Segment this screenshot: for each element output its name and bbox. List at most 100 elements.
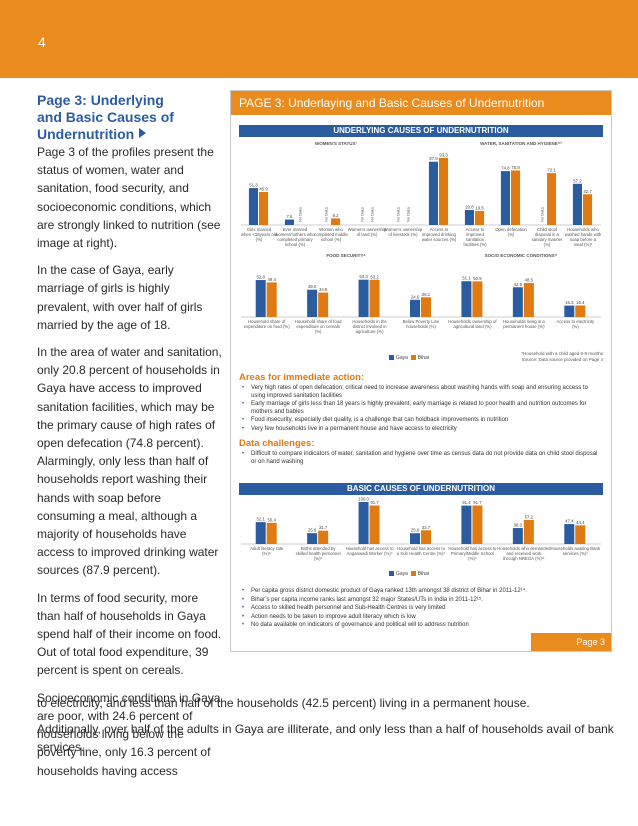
no-data-label: No Data — [323, 207, 328, 222]
underlying-causes-band: UNDERLYING CAUSES OF UNDERNUTRITION — [239, 125, 603, 137]
data-label: 48.5 — [525, 278, 534, 283]
category-label: Household share of food expenditure on ce… — [295, 319, 342, 334]
list-item: Food insecurity, especially diet quality… — [239, 417, 601, 425]
category-label: Births attended by skilled health personn… — [296, 546, 341, 561]
footnote-line: Source: Data source provided on Page 4 — [521, 356, 603, 362]
category-label: Child stool disposal in a sanitary manner(… — [532, 227, 563, 247]
data-label: 91.7 — [473, 500, 482, 505]
data-label: 49.4 — [268, 277, 277, 282]
basic-bullets: Per capita gross district domestic produ… — [239, 588, 601, 631]
data-label: 31.7 — [319, 525, 328, 530]
womens-status-label: WOMEN'S STATUS¹ — [315, 141, 357, 146]
no-data-label: No Data — [406, 207, 411, 222]
category-label: Access to electricity (%) — [556, 319, 595, 329]
category-label: Below Poverty Line households (%) — [403, 319, 440, 329]
data-label: 57.2 — [573, 178, 582, 183]
bar-gaya — [500, 171, 510, 225]
challenges-list: Difficult to compare indicators of water… — [239, 451, 601, 467]
data-label: 9.2 — [333, 213, 340, 218]
bar-gaya — [512, 528, 523, 544]
data-label: 42.7 — [583, 189, 592, 194]
legend-gaya: Gaya — [396, 355, 408, 361]
bar-bihar — [583, 194, 593, 225]
triangle-right-icon — [139, 128, 147, 138]
bar-gaya — [255, 280, 266, 317]
category-label: Households who washed hands with soap befo… — [565, 227, 602, 247]
data-label: 25.6 — [411, 528, 420, 533]
category-label: Household has access to Primary/Middle Sc… — [448, 546, 497, 561]
data-label: 74.8 — [501, 166, 510, 171]
bar-bihar — [259, 191, 269, 225]
food-security-label: FOOD SECURITY⁴ — [326, 253, 366, 258]
section-subtitle: Page 3: Underlying and Basic Causes of U… — [37, 92, 187, 143]
wash-label: WATER, SANITATION AND HYGIENE¹ʳ² — [480, 141, 562, 146]
data-label: 93.3 — [439, 152, 448, 157]
bar-gaya — [358, 502, 369, 544]
bar-gaya — [464, 210, 474, 225]
bar-gaya — [461, 281, 472, 317]
section-subtitle-text: Page 3: Underlying and Basic Causes of U… — [37, 92, 174, 142]
top-banner: 4 — [0, 0, 638, 78]
areas-heading: Areas for immediate action: — [239, 372, 365, 383]
basic-causes-band: BASIC CAUSES OF UNDERNUTRITION — [239, 483, 603, 495]
no-data-label: No Data — [370, 207, 375, 222]
areas-list: Very high rates of open defecation; crit… — [239, 385, 601, 434]
category-label: Adult literacy rate (%)¹ʳ — [250, 546, 284, 556]
bar-bihar — [472, 505, 483, 544]
bar-bihar — [331, 218, 341, 225]
bar-gaya — [428, 161, 438, 225]
bar-bihar — [472, 281, 483, 317]
footnote: *Household with a child aged 6-9 months … — [521, 351, 603, 362]
category-label: Households who demanded and received work… — [497, 546, 551, 561]
no-data-label: No Data — [298, 207, 303, 222]
data-label: 39.0 — [308, 284, 317, 289]
bar-bihar — [421, 297, 431, 317]
data-label: 28.1 — [422, 292, 431, 297]
data-label: 72.1 — [547, 168, 556, 173]
legend: Gaya Bihar — [389, 355, 429, 361]
category-label: Women's ownership of livestock (%) — [384, 227, 423, 237]
legend-swatch-gaya — [389, 571, 394, 576]
bar-bihar — [318, 530, 329, 544]
data-label: 44.4 — [576, 520, 585, 525]
bar-bihar — [547, 173, 557, 225]
list-item: Very few households live in a permanent … — [239, 426, 601, 434]
page-3-label: Page 3 — [531, 633, 611, 651]
bar-bihar — [511, 170, 521, 225]
legend-bihar: Bihar — [417, 571, 430, 577]
legend-swatch-gaya — [389, 355, 394, 360]
data-label: 87.9 — [429, 156, 438, 161]
category-label: Open defecation (%) — [495, 227, 527, 237]
bar-gaya — [307, 289, 318, 317]
list-item: Access to skilled health personnel and S… — [239, 605, 601, 613]
category-label: Women's ownership of land (%) — [348, 227, 387, 237]
paragraph: Additionally, over half of the adults in… — [37, 722, 614, 755]
bar-bihar — [266, 522, 277, 544]
data-label: 91.4 — [462, 500, 471, 505]
legend-gaya: Gaya — [396, 571, 408, 577]
category-label: Access to improved drinking water sources … — [422, 227, 457, 242]
bar-bihar — [523, 283, 534, 317]
category-label: Households ownership of agricultural land… — [448, 319, 497, 329]
data-label: 53.2 — [370, 274, 379, 279]
category-label: Household has access to a Sub Health Cent… — [397, 546, 446, 556]
data-label: 34.9 — [319, 287, 328, 292]
category-label: Women who completed middle school (%) — [314, 227, 348, 242]
data-label: 75.8 — [511, 165, 520, 170]
data-label: 91.7 — [370, 500, 379, 505]
data-label: 42.5 — [514, 282, 523, 287]
full-width-text: to electricity, and less than half of th… — [37, 694, 617, 765]
bar-bihar — [575, 305, 586, 317]
bar-gaya — [307, 533, 318, 544]
bar-gaya — [358, 279, 369, 317]
profile-page-3-panel: PAGE 3: Underlaying and Basic Causes of … — [230, 90, 612, 652]
bar-gaya — [564, 305, 575, 317]
data-label: 25.8 — [308, 528, 317, 533]
bar-bihar — [439, 157, 449, 225]
bar-bihar — [369, 279, 380, 317]
category-label: Households availing Bank services (%)¹ — [551, 546, 601, 556]
page-number: 4 — [38, 34, 46, 50]
bar-gaya — [461, 505, 472, 544]
footnote-line: *Household with a child aged 6-9 months — [521, 351, 603, 356]
list-item: Early marriage of girls less than 18 yea… — [239, 401, 601, 416]
